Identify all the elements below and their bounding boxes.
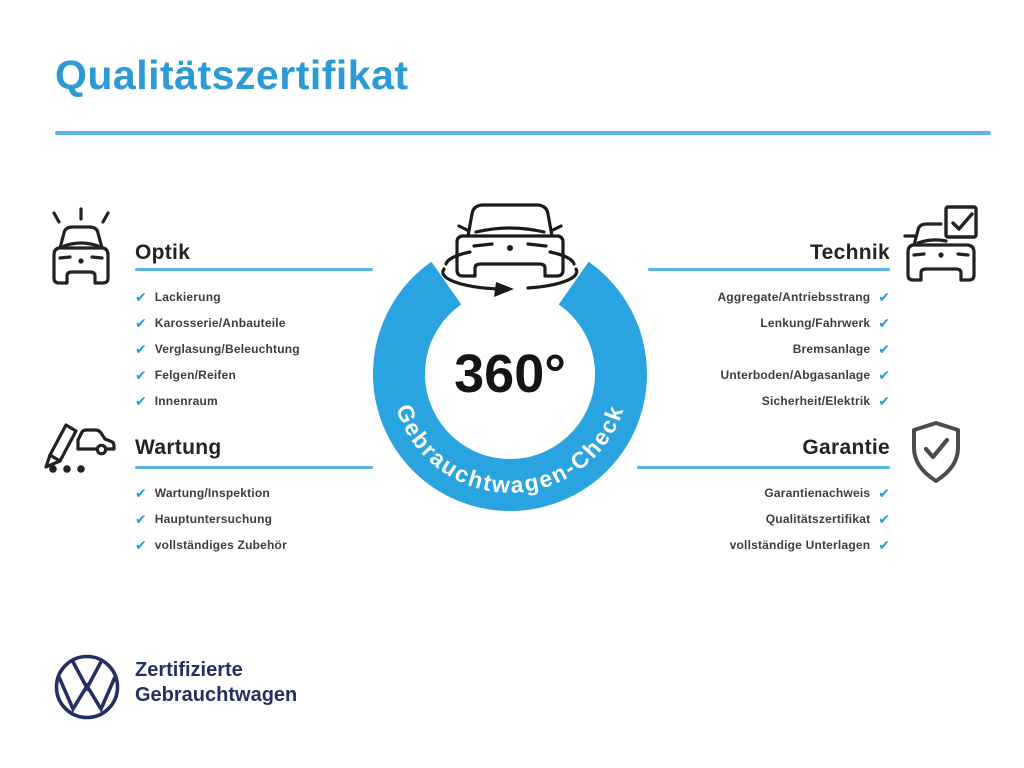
section-title-wartung: Wartung — [135, 436, 222, 459]
checklist-item: ✔ vollständiges Zubehör — [135, 537, 287, 553]
section-underline-technik — [648, 268, 890, 271]
check-icon: ✔ — [878, 537, 890, 553]
checklist-item: Unterboden/Abgasanlage ✔ — [720, 367, 891, 383]
checklist-item: ✔ Karosserie/Anbauteile — [135, 315, 286, 331]
section-title-technik: Technik — [810, 241, 890, 264]
check-icon: ✔ — [878, 511, 890, 527]
car-rotation-icon — [441, 203, 579, 291]
vw-logo — [54, 654, 120, 720]
pencil-car-icon — [44, 423, 116, 473]
checklist-garantie: Garantienachweis ✔ Qualitätszertifikat ✔ v… — [560, 480, 890, 558]
brand-line-1: Zertifizierte — [135, 659, 243, 681]
check-icon: ✔ — [135, 485, 147, 501]
check-icon: ✔ — [135, 315, 147, 331]
checklist-item: Lenkung/Fahrwerk ✔ — [760, 315, 890, 331]
check-icon: ✔ — [878, 367, 890, 383]
section-underline-garantie — [637, 466, 890, 469]
check-icon: ✔ — [878, 485, 890, 501]
checklist-item: Sicherheit/Elektrik ✔ — [761, 393, 890, 409]
check-icon: ✔ — [878, 393, 890, 409]
degree-value: 360° — [454, 344, 566, 404]
page-title: Qualitätszertifikat — [55, 52, 409, 98]
checklist-item: vollständige Unterlagen ✔ — [729, 537, 890, 553]
title-divider — [55, 131, 991, 135]
car-checkbox-icon — [903, 205, 978, 282]
check-icon: ✔ — [878, 289, 890, 305]
checklist-item: ✔ Felgen/Reifen — [135, 367, 237, 383]
check-icon: ✔ — [135, 341, 147, 357]
checklist-item: ✔ Lackierung — [135, 289, 221, 305]
360-check-badge: 360° Gebrauchtwagen-Check — [373, 203, 647, 511]
check-icon: ✔ — [135, 289, 147, 305]
checklist-item: ✔ Hauptuntersuchung — [135, 511, 273, 527]
shield-check-icon — [912, 421, 960, 483]
ring — [373, 261, 647, 511]
brand-line-2: Gebrauchtwagen — [135, 684, 298, 706]
brand-text: Zertifizierte Gebrauchtwagen — [135, 658, 297, 708]
section-title-garantie: Garantie — [802, 436, 890, 459]
checklist-item: ✔ Innenraum — [135, 393, 218, 409]
check-icon: ✔ — [878, 341, 890, 357]
checklist-wartung: ✔ Wartung/Inspektion ✔ Hauptuntersuchung ✔… — [135, 480, 395, 558]
check-icon: ✔ — [135, 367, 147, 383]
check-icon: ✔ — [135, 511, 147, 527]
checklist-item: Garantienachweis ✔ — [764, 485, 890, 501]
check-icon: ✔ — [135, 537, 147, 553]
checklist-item: ✔ Verglasung/Beleuchtung — [135, 341, 300, 357]
checklist-item: Bremsanlage ✔ — [792, 341, 890, 357]
section-underline-optik — [135, 268, 373, 271]
checklist-technik: Aggregate/Antriebsstrang ✔ Lenkung/Fahrwe… — [560, 284, 890, 414]
check-icon: ✔ — [135, 393, 147, 409]
rotation-arrowhead — [494, 282, 514, 297]
checklist-item: ✔ Wartung/Inspektion — [135, 485, 270, 501]
section-title-optik: Optik — [135, 241, 191, 264]
car-shine-icon — [52, 207, 110, 285]
checklist-optik: ✔ Lackierung ✔ Karosserie/Anbauteile ✔ Verg… — [135, 284, 395, 414]
check-icon: ✔ — [878, 315, 890, 331]
section-underline-wartung — [135, 466, 373, 469]
checklist-item: Qualitätszertifikat ✔ — [765, 511, 890, 527]
checklist-item: Aggregate/Antriebsstrang ✔ — [717, 289, 890, 305]
